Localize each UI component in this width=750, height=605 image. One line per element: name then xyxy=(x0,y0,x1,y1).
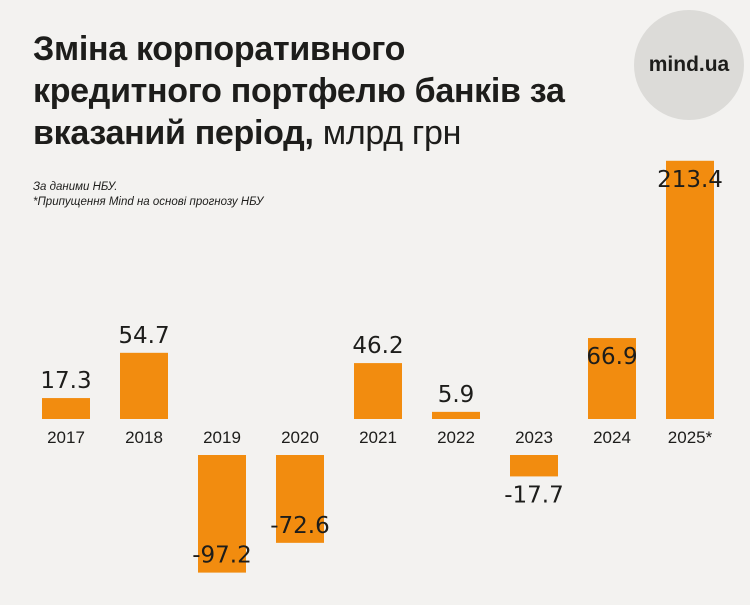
value-label: -72.6 xyxy=(270,513,330,539)
chart-title-unit: млрд грн xyxy=(322,114,462,152)
category-label: 2020 xyxy=(281,428,319,447)
category-label: 2025* xyxy=(668,428,713,447)
value-label: 54.7 xyxy=(118,323,169,349)
mind-logo-text: mind.ua xyxy=(648,53,730,76)
category-label: 2018 xyxy=(125,428,163,447)
value-label: 5.9 xyxy=(438,382,475,408)
chart-title: Зміна корпоративного кредитного портфелю… xyxy=(33,28,593,154)
category-label: 2022 xyxy=(437,428,475,447)
bar-2020 xyxy=(276,455,324,543)
bar-2021 xyxy=(354,363,402,419)
chart-title-main: Зміна корпоративного кредитного портфелю… xyxy=(33,30,565,152)
value-label: -97.2 xyxy=(192,543,252,569)
bar-2023 xyxy=(510,455,558,477)
value-label: 66.9 xyxy=(586,344,637,370)
bar-2024 xyxy=(588,338,636,419)
value-label: -17.7 xyxy=(504,482,564,508)
bar-2022 xyxy=(432,411,480,419)
category-label: 2023 xyxy=(515,428,553,447)
bar-2025 xyxy=(666,160,714,419)
source-note: За даними НБУ. xyxy=(33,181,118,193)
value-label: 17.3 xyxy=(40,368,91,394)
category-label: 2024 xyxy=(593,428,631,447)
mind-logo[interactable]: mind.ua xyxy=(634,10,744,120)
category-label: 2017 xyxy=(47,428,85,447)
value-label: 46.2 xyxy=(352,333,403,359)
value-label: 213.4 xyxy=(657,167,723,193)
category-label: 2019 xyxy=(203,428,241,447)
assumption-note: *Припущення Mind на основі прогнозу НБУ xyxy=(33,196,264,208)
bar-2018 xyxy=(120,352,168,419)
source-notes: За даними НБУ. *Припущення Mind на основ… xyxy=(33,180,263,210)
bar-2017 xyxy=(42,398,90,419)
category-label: 2021 xyxy=(359,428,397,447)
bar-2019 xyxy=(198,455,246,573)
